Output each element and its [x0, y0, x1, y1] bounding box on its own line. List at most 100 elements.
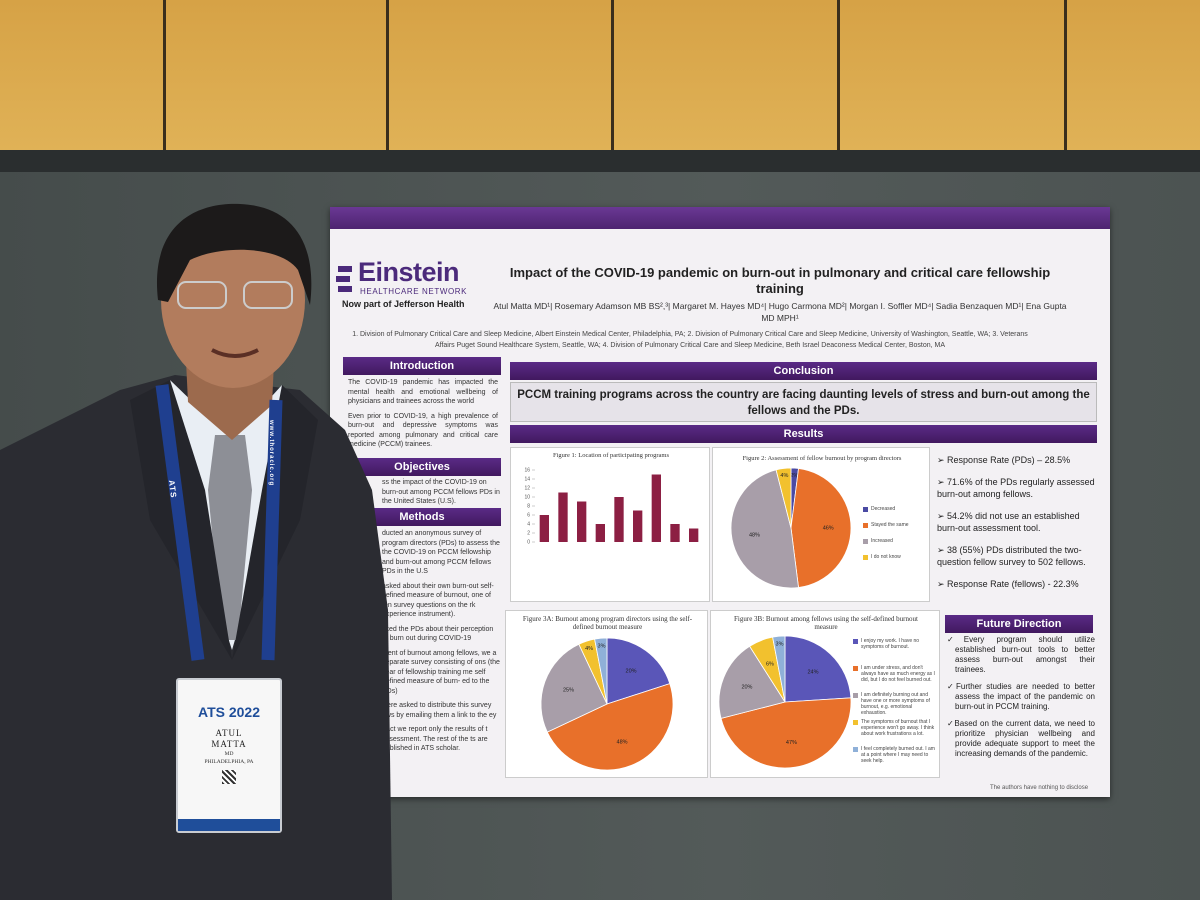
data-label: 48%: [749, 532, 760, 538]
chart-svg: 20% 48% 25% 4% 3%: [540, 637, 674, 771]
data-label: 2%: [790, 473, 798, 479]
hair: [156, 203, 312, 305]
future-direction-list: Every program should utilize established…: [947, 635, 1095, 766]
legend-label: The symptoms of burnout that I experienc…: [861, 719, 935, 737]
wall-seam: [611, 0, 614, 152]
glasses: [177, 281, 227, 309]
legend-item: Decreased: [863, 506, 925, 512]
bar: [670, 524, 680, 542]
pie-slice: [730, 469, 799, 589]
authors: Atul Matta MD¹| Rosemary Adamson MB BS²,…: [493, 301, 1067, 323]
data-label: 6%: [766, 661, 774, 667]
chart-title: Figure 1: Location of participating prog…: [552, 452, 670, 459]
figure-panel: Figure 3B: Burnout among fellows using t…: [710, 610, 940, 778]
legend-label: Increased: [871, 538, 893, 544]
paragraph: ment of burnout among fellows, we a sepa…: [382, 649, 500, 695]
data-label: 3%: [776, 642, 784, 648]
bar: [614, 497, 624, 542]
result-item: 54.2% did not use an established burn-ou…: [937, 510, 1097, 534]
data-label: 24%: [808, 670, 819, 676]
chart: 0 2 4 6 8 10 12 14 16: [511, 462, 709, 602]
bar: [689, 528, 699, 542]
badge-first-name: ATUL: [215, 728, 243, 738]
chart: 2% 46% 48% 4% Decreased Stayed the same Increa…: [713, 466, 929, 606]
future-item: Based on the current data, we need to pr…: [947, 719, 1095, 759]
legend-label: I am definitely burning out and have one…: [861, 692, 930, 716]
legend-swatch: [853, 720, 858, 725]
pie-slice: [720, 697, 852, 769]
result-item: Response Rate (fellows) - 22.3%: [937, 578, 1097, 590]
section-heading: Objectives: [343, 458, 501, 476]
y-tick-label: 10: [524, 494, 530, 500]
data-label: 20%: [626, 668, 637, 674]
chart-title: Figure 2: Assessment of fellow burnout b…: [742, 455, 902, 462]
legend-item: I am under stress, and don't always have…: [853, 665, 935, 683]
bar: [633, 510, 643, 542]
legend-swatch: [863, 539, 868, 544]
lanyard: [155, 384, 205, 661]
section-heading: Methods: [343, 508, 501, 526]
logo-mark: [336, 266, 352, 292]
results-list: Response Rate (PDs) – 28.5% 71.6% of the…: [937, 454, 1097, 600]
chart: 24% 47% 20% 6% 3% I enjoy my work. I have no …: [711, 632, 939, 782]
legend-swatch: [853, 693, 858, 698]
wall: [0, 0, 1200, 152]
logo-subtitle: HEALTHCARE NETWORK: [360, 287, 468, 296]
person: [0, 203, 392, 900]
qr-code: [222, 770, 236, 784]
lanyard: [261, 399, 283, 661]
data-label: 25%: [563, 688, 574, 694]
legend-label: I enjoy my work. I have no symptoms of b…: [861, 638, 920, 650]
badge-event: ATS 2022: [198, 704, 260, 720]
figure-panel: Figure 2: Assessment of fellow burnout b…: [712, 447, 930, 602]
paragraph: The COVID-19 pandemic has impacted the m…: [348, 379, 498, 405]
paragraph: Even prior to COVID-19, a high prevalenc…: [348, 412, 498, 449]
methods: ducted an anonymous survey of program di…: [382, 529, 500, 759]
poster-title: Impact of the COVID-19 pandemic on burn-…: [509, 265, 1051, 296]
pie-slice: [546, 683, 674, 771]
data-label: 48%: [617, 739, 628, 745]
figure-panel: Figure 1: Location of participating prog…: [510, 447, 710, 602]
data-label: 20%: [741, 684, 752, 690]
y-tick-label: 0: [527, 539, 530, 545]
bar: [577, 501, 587, 542]
section-heading: Future Direction: [945, 615, 1093, 633]
wall-seam: [1064, 0, 1067, 152]
figure-panel: Figure 3A: Burnout among program directo…: [505, 610, 708, 778]
y-tick-label: 16: [524, 467, 530, 473]
future-item: Every program should utilize established…: [947, 635, 1095, 675]
y-tick-label: 8: [527, 503, 530, 509]
y-tick-label: 4: [527, 521, 530, 527]
chart-svg: 24% 47% 20% 6% 3%: [718, 635, 852, 769]
result-item: Response Rate (PDs) – 28.5%: [937, 454, 1097, 466]
chart-title: Figure 3B: Burnout among fellows using t…: [734, 615, 918, 631]
affiliations: 1. Division of Pulmonary Critical Care a…: [352, 331, 1028, 349]
legend-item: I feel completely burned out. I am at a …: [853, 746, 935, 764]
paragraph: tract we report only the results of t as…: [382, 726, 488, 752]
data-label: 46%: [823, 525, 834, 531]
y-tick-label: 14: [524, 476, 530, 482]
paragraph: were asked to distribute this survey ows…: [382, 702, 497, 719]
logo-bar: [338, 266, 352, 272]
legend-swatch: [853, 639, 858, 644]
legend-label: I am under stress, and don't always have…: [861, 665, 935, 683]
data-label: 47%: [786, 740, 797, 746]
pie-slice: [540, 643, 608, 733]
result-item: 38 (55%) PDs distributed the two-questio…: [937, 544, 1097, 568]
legend-item: I enjoy my work. I have no symptoms of b…: [853, 638, 935, 650]
legend-item: Stayed the same: [863, 522, 925, 528]
chart-svg: 0 2 4 6 8 10 12 14 16: [524, 467, 699, 545]
wall-seam: [163, 0, 166, 152]
chart: 20% 48% 25% 4% 3%: [506, 632, 707, 782]
logo-bar: [338, 286, 352, 292]
pie-slice: [784, 635, 852, 703]
legend-label: I do not know: [871, 554, 901, 560]
badge-strip: [178, 819, 280, 831]
future-item: Further studies are needed to better ass…: [947, 682, 1095, 712]
bar: [558, 492, 568, 542]
pie-slice: [594, 637, 608, 705]
rail: [0, 150, 1200, 172]
chart-title: Figure 3A: Burnout among program directo…: [522, 615, 693, 631]
data-label: 4%: [780, 473, 788, 479]
